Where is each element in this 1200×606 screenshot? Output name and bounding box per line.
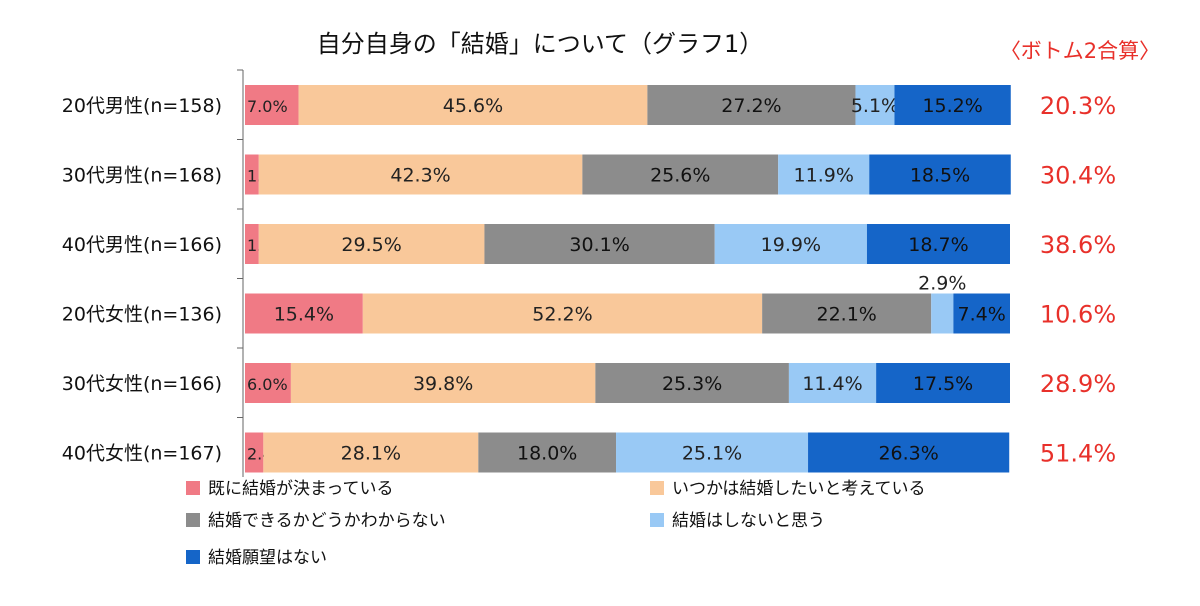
bar-segment (245, 293, 363, 334)
category-label: 30代男性(n=168) (62, 165, 222, 187)
bar-segment (953, 293, 1010, 334)
bar-segment (866, 224, 1010, 264)
bar-segment (808, 432, 1010, 473)
data-label: 45.6% (443, 95, 503, 117)
legend-swatch (186, 513, 200, 527)
data-label: 26.3% (878, 443, 938, 465)
data-label: 27.2% (721, 95, 781, 117)
legend-swatch (186, 481, 200, 495)
bar-segment (788, 363, 877, 403)
data-label: 18.7% (908, 234, 968, 256)
data-label: 22.1% (816, 304, 876, 326)
bottom2-total: 30.4% (1040, 162, 1116, 190)
legend-entry: いつかは結婚したいと考えている (672, 479, 925, 499)
legend-entry: 結婚できるかどうかわからない (208, 511, 446, 531)
data-label: 5.1% (851, 95, 899, 117)
bar-segment (258, 154, 583, 195)
bar-segment (855, 85, 895, 125)
bar-segment (762, 293, 932, 334)
bar-segment (362, 293, 763, 334)
data-label: 19.9% (761, 234, 821, 256)
bar-segment (595, 363, 789, 403)
bar-segment (869, 154, 1011, 195)
data-label: 29.5% (341, 234, 401, 256)
bottom2-total: 20.3% (1040, 92, 1116, 120)
bottom2-total: 10.6% (1040, 301, 1116, 329)
bar-segment (714, 224, 867, 264)
bar-segment (245, 363, 291, 403)
data-label: 17.5% (913, 373, 973, 395)
bar-segment (484, 224, 715, 264)
data-label: 11.4% (802, 373, 862, 395)
bar-segment (245, 432, 264, 473)
bottom2-total: 51.4% (1040, 440, 1116, 468)
bar-segment (876, 363, 1010, 403)
category-label: 40代男性(n=166) (62, 234, 222, 256)
bar-segment (245, 224, 259, 264)
chart-title: 自分自身の「結婚」について（グラフ1） (317, 30, 764, 58)
category-label: 20代女性(n=136) (62, 304, 222, 326)
data-label: 30.1% (569, 234, 629, 256)
bottom2-header: 〈ボトム2合算〉 (1000, 39, 1160, 63)
bottom2-total: 38.6% (1040, 231, 1116, 259)
legend-swatch (650, 481, 664, 495)
data-label: 15.2% (922, 95, 982, 117)
data-label: 6.0% (247, 375, 288, 394)
data-label: 18.0% (517, 443, 577, 465)
bar-segment (245, 85, 299, 125)
data-label: 15.4% (274, 304, 334, 326)
bar-segment (616, 432, 809, 473)
data-label: 25.6% (650, 165, 710, 187)
bar-segment (778, 154, 870, 195)
data-label: 11.9% (794, 165, 854, 187)
bar-segment (582, 154, 779, 195)
data-label: 28.1% (341, 443, 401, 465)
data-label: 2.9% (918, 273, 966, 295)
category-label: 40代女性(n=167) (62, 443, 222, 465)
bar-segment (258, 224, 485, 264)
bar-segment (245, 154, 259, 195)
bar-segment (931, 293, 954, 334)
bar-segment (298, 85, 648, 125)
legend-entry: 結婚はしないと思う (672, 511, 825, 531)
data-label: 25.1% (682, 443, 742, 465)
bar-segment (647, 85, 856, 125)
bar-segment (263, 432, 479, 473)
legend-entry: 結婚願望はない (208, 548, 327, 568)
bar-segment (894, 85, 1011, 125)
bar-segment (290, 363, 596, 403)
data-label: 39.8% (413, 373, 473, 395)
data-label: 52.2% (532, 304, 592, 326)
category-label: 30代女性(n=166) (62, 373, 222, 395)
data-label: 18.5% (910, 165, 970, 187)
data-label: 25.3% (662, 373, 722, 395)
legend-swatch (650, 513, 664, 527)
bar-segment (478, 432, 617, 473)
data-label: 7.0% (247, 97, 288, 116)
data-label: 7.4% (958, 304, 1006, 326)
category-label: 20代男性(n=158) (62, 95, 222, 117)
bottom2-total: 28.9% (1040, 370, 1116, 398)
legend-entry: 既に結婚が決まっている (208, 479, 393, 499)
data-label: 42.3% (390, 165, 450, 187)
legend-swatch (186, 550, 200, 564)
